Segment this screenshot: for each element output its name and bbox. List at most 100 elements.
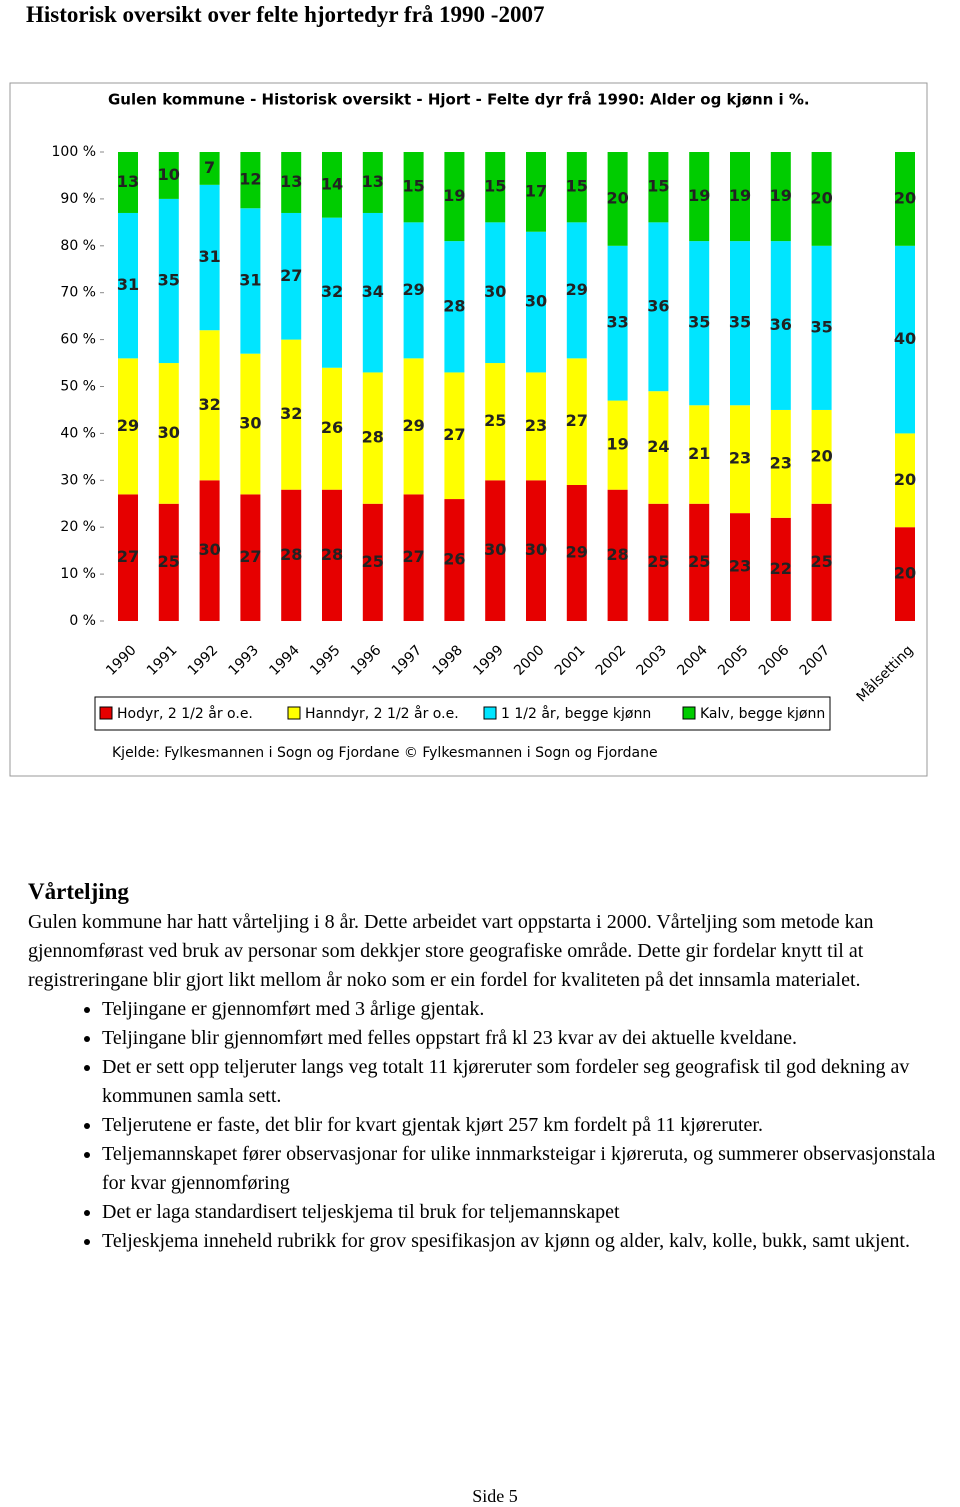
data-label: 19 xyxy=(606,435,628,454)
bar-segment xyxy=(689,152,710,242)
bar-segment xyxy=(403,152,424,223)
data-label: 32 xyxy=(280,404,302,423)
data-label: 29 xyxy=(566,542,588,561)
bar-segment xyxy=(281,212,302,340)
paragraph: Gulen kommune har hatt vårteljing i 8 år… xyxy=(28,911,874,991)
bar-segment xyxy=(485,152,506,223)
data-label: 27 xyxy=(443,425,465,444)
bar-segment xyxy=(118,358,138,495)
data-label: 31 xyxy=(198,247,220,266)
y-tick-label: 30 % xyxy=(60,472,96,488)
bar-segment xyxy=(526,372,546,481)
data-label: 19 xyxy=(770,186,792,205)
data-label: 15 xyxy=(484,177,506,196)
data-label: 28 xyxy=(443,296,465,315)
bullet: Teljerutene er faste, det blir for kvart… xyxy=(102,1111,958,1140)
data-label: 25 xyxy=(484,411,506,430)
bullet: Teljingane blir gjennomført med felles o… xyxy=(102,1024,958,1053)
bar-segment xyxy=(158,198,179,364)
data-label: 20 xyxy=(894,564,916,583)
bar-segment xyxy=(403,222,424,359)
data-label: 35 xyxy=(729,313,751,332)
y-tick-label: 0 % xyxy=(69,613,96,629)
bar-segment xyxy=(403,358,424,495)
legend-label: Hanndyr, 2 1/2 år o.e. xyxy=(305,705,459,722)
bar-segment xyxy=(730,405,750,514)
data-label: 28 xyxy=(280,545,302,564)
data-label: 30 xyxy=(158,423,180,442)
bar-segment xyxy=(322,152,342,218)
data-label: 27 xyxy=(117,547,139,566)
data-label: 35 xyxy=(158,270,180,289)
data-label: 26 xyxy=(443,550,465,569)
bar-segment xyxy=(811,152,832,246)
bar-segment xyxy=(648,503,669,621)
data-label: 14 xyxy=(321,174,343,193)
data-label: 36 xyxy=(647,296,669,315)
data-label: 30 xyxy=(198,540,220,559)
data-label: 34 xyxy=(362,282,384,301)
data-label: 15 xyxy=(402,177,424,196)
data-label: 28 xyxy=(321,545,343,564)
section-heading: Vårteljing xyxy=(28,879,129,904)
bar-segment xyxy=(444,499,465,621)
bar-segment xyxy=(607,400,628,490)
bar-segment xyxy=(566,484,587,621)
data-label: 26 xyxy=(321,418,343,437)
y-tick-label: 60 % xyxy=(60,332,96,348)
bar-segment xyxy=(444,241,465,373)
data-label: 28 xyxy=(362,428,384,447)
data-label: 30 xyxy=(484,282,506,301)
bullet: Det er sett opp teljeruter langs veg tot… xyxy=(102,1053,958,1111)
bullet-list: Teljingane er gjennomført med 3 årlige g… xyxy=(28,995,958,1256)
data-label: 33 xyxy=(606,313,628,332)
bar-segment xyxy=(322,489,342,621)
bar-segment xyxy=(362,372,383,504)
legend-label: Hodyr, 2 1/2 år o.e. xyxy=(117,705,253,722)
bar-segment xyxy=(158,152,179,199)
y-tick-label: 100 % xyxy=(52,144,96,160)
bar-segment xyxy=(689,503,710,621)
y-tick-label: 40 % xyxy=(60,425,96,441)
bar-segment xyxy=(199,152,220,185)
data-label: 20 xyxy=(810,188,832,207)
data-label: 27 xyxy=(566,411,588,430)
bullet: Det er laga standardisert teljeskjema ti… xyxy=(102,1198,958,1227)
y-tick-label: 80 % xyxy=(60,238,96,254)
data-label: 15 xyxy=(647,177,669,196)
bar-segment xyxy=(240,208,261,354)
legend-swatch xyxy=(287,706,301,720)
data-label: 19 xyxy=(688,186,710,205)
bar-segment xyxy=(526,231,546,373)
data-label: 15 xyxy=(566,177,588,196)
legend-box xyxy=(94,696,831,731)
y-tick-label: 90 % xyxy=(60,191,96,207)
data-label: 17 xyxy=(525,181,547,200)
bar-segment xyxy=(648,222,669,392)
bar-segment xyxy=(811,409,832,504)
legend-label: 1 1/2 år, begge kjønn xyxy=(501,705,651,722)
bar-segment xyxy=(281,489,302,621)
data-label: 13 xyxy=(117,172,139,191)
data-label: 30 xyxy=(239,414,261,433)
bar-segment xyxy=(362,152,383,213)
bar-segment xyxy=(730,152,750,242)
data-label: 35 xyxy=(810,317,832,336)
bar-segment xyxy=(730,241,750,406)
data-label: 19 xyxy=(443,186,465,205)
data-label: 13 xyxy=(280,172,302,191)
data-label: 23 xyxy=(770,453,792,472)
data-label: 40 xyxy=(894,329,916,348)
y-tick-label: 10 % xyxy=(60,566,96,582)
bar-segment xyxy=(648,152,669,223)
bar-segment xyxy=(895,433,915,528)
data-label: 27 xyxy=(239,547,261,566)
bar-segment xyxy=(770,152,791,242)
data-label: 12 xyxy=(239,170,261,189)
data-label: 7 xyxy=(204,158,215,177)
bar-segment xyxy=(770,517,791,621)
chart: Gulen kommune - Historisk oversikt - Hjo… xyxy=(9,82,928,777)
data-label: 13 xyxy=(362,172,384,191)
data-label: 32 xyxy=(321,282,343,301)
data-label: 29 xyxy=(117,416,139,435)
